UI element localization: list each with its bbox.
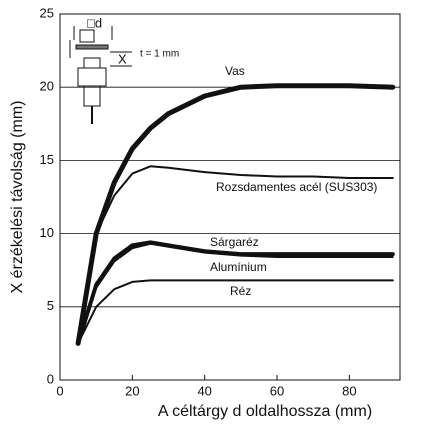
inset-target <box>75 44 109 50</box>
series-label: Alumínium <box>210 260 267 274</box>
inset-label: □d <box>87 15 102 30</box>
y-tick-label: 20 <box>40 79 54 94</box>
x-tick-label: 80 <box>342 383 356 398</box>
series-label: Réz <box>230 284 251 298</box>
y-tick-label: 25 <box>40 5 54 20</box>
x-tick-label: 0 <box>56 383 63 398</box>
y-tick-label: 0 <box>47 371 54 386</box>
inset-sensor <box>83 85 101 107</box>
series-line <box>75 83 396 346</box>
series-label: Vas <box>225 64 245 78</box>
inset-square <box>79 29 95 43</box>
inset-sensor <box>77 67 107 87</box>
x-axis-label: A céltárgy d oldalhossza (mm) <box>158 403 372 420</box>
series-line <box>77 242 394 345</box>
series-line <box>77 165 394 345</box>
x-tick-label: 40 <box>197 383 211 398</box>
inset-label: t = 1 mm <box>140 49 179 60</box>
x-tick-label: 60 <box>270 383 284 398</box>
inset-label: X <box>118 51 127 66</box>
series-label: Rozsdamentes acél (SUS303) <box>216 180 377 194</box>
y-axis-label: X érzékelési távolság (mm) <box>9 101 26 294</box>
y-tick-label: 10 <box>40 225 54 240</box>
series-line <box>77 279 394 345</box>
series-label: Sárgaréz <box>210 235 259 249</box>
y-tick-label: 5 <box>47 298 54 313</box>
inset-diagram <box>69 26 132 124</box>
x-tick-label: 20 <box>125 383 139 398</box>
series-line <box>76 240 395 346</box>
y-tick-label: 15 <box>40 152 54 167</box>
inset-sensor <box>83 57 101 69</box>
